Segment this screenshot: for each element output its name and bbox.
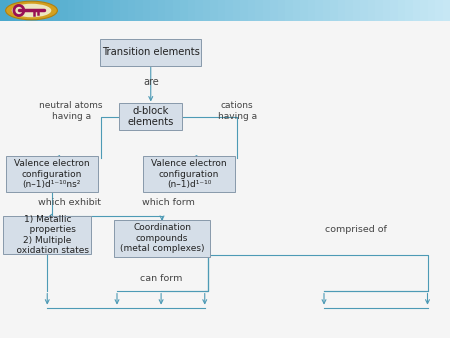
FancyBboxPatch shape: [113, 220, 211, 257]
Bar: [217, 0, 225, 21]
Bar: [428, 0, 435, 21]
Bar: [172, 0, 180, 21]
Bar: [368, 0, 375, 21]
Bar: [323, 0, 330, 21]
Bar: [188, 0, 195, 21]
Bar: [45, 0, 53, 21]
Bar: [255, 0, 262, 21]
Text: Coordination
compounds
(metal complexes): Coordination compounds (metal complexes): [120, 223, 204, 253]
Bar: [82, 0, 90, 21]
Text: are: are: [143, 77, 158, 87]
Ellipse shape: [12, 4, 51, 17]
Text: neutral atoms
having a: neutral atoms having a: [39, 101, 103, 121]
Bar: [360, 0, 368, 21]
Bar: [315, 0, 323, 21]
Bar: [330, 0, 338, 21]
Bar: [195, 0, 202, 21]
Bar: [233, 0, 240, 21]
Bar: [375, 0, 382, 21]
Bar: [338, 0, 345, 21]
Ellipse shape: [6, 1, 58, 20]
Bar: [15, 0, 22, 21]
Bar: [285, 0, 293, 21]
FancyBboxPatch shape: [100, 39, 202, 66]
FancyBboxPatch shape: [5, 156, 98, 192]
FancyBboxPatch shape: [3, 216, 91, 254]
Bar: [158, 0, 165, 21]
Bar: [112, 0, 120, 21]
Bar: [150, 0, 157, 21]
Text: cations
having a: cations having a: [218, 101, 256, 121]
Bar: [180, 0, 188, 21]
Bar: [60, 0, 68, 21]
Bar: [143, 0, 150, 21]
Bar: [98, 0, 105, 21]
Text: which form: which form: [142, 198, 195, 207]
Bar: [307, 0, 315, 21]
Bar: [22, 0, 30, 21]
Bar: [68, 0, 75, 21]
Bar: [300, 0, 307, 21]
Bar: [413, 0, 420, 21]
Bar: [248, 0, 255, 21]
Bar: [0, 0, 8, 21]
Bar: [225, 0, 233, 21]
Bar: [37, 0, 45, 21]
Bar: [165, 0, 172, 21]
Bar: [278, 0, 285, 21]
Bar: [240, 0, 248, 21]
Bar: [127, 0, 135, 21]
Text: Transition elements: Transition elements: [102, 47, 200, 57]
Bar: [292, 0, 300, 21]
Text: which exhibit: which exhibit: [38, 198, 101, 207]
Bar: [210, 0, 217, 21]
Bar: [30, 0, 37, 21]
Bar: [435, 0, 442, 21]
Bar: [345, 0, 352, 21]
Text: comprised of: comprised of: [324, 225, 387, 234]
Bar: [202, 0, 210, 21]
Bar: [90, 0, 98, 21]
Bar: [262, 0, 270, 21]
Bar: [382, 0, 390, 21]
Bar: [420, 0, 428, 21]
Bar: [75, 0, 82, 21]
Bar: [105, 0, 112, 21]
Text: Valence electron
configuration
(n–1)d¹⁻¹⁰ns²: Valence electron configuration (n–1)d¹⁻¹…: [14, 159, 90, 189]
Bar: [8, 0, 15, 21]
Bar: [270, 0, 278, 21]
Bar: [135, 0, 143, 21]
Bar: [442, 0, 450, 21]
Bar: [53, 0, 60, 21]
Bar: [120, 0, 127, 21]
Text: 1) Metallic
    properties
2) Multiple
    oxidation states: 1) Metallic properties 2) Multiple oxida…: [5, 215, 89, 255]
Bar: [390, 0, 397, 21]
Bar: [352, 0, 360, 21]
Text: can form: can form: [140, 274, 182, 283]
Bar: [397, 0, 405, 21]
FancyBboxPatch shape: [143, 156, 235, 192]
FancyBboxPatch shape: [119, 103, 182, 130]
Text: Valence electron
configuration
(n–1)d¹⁻¹⁰: Valence electron configuration (n–1)d¹⁻¹…: [151, 159, 227, 189]
Text: d-block
elements: d-block elements: [127, 106, 174, 127]
Bar: [405, 0, 413, 21]
